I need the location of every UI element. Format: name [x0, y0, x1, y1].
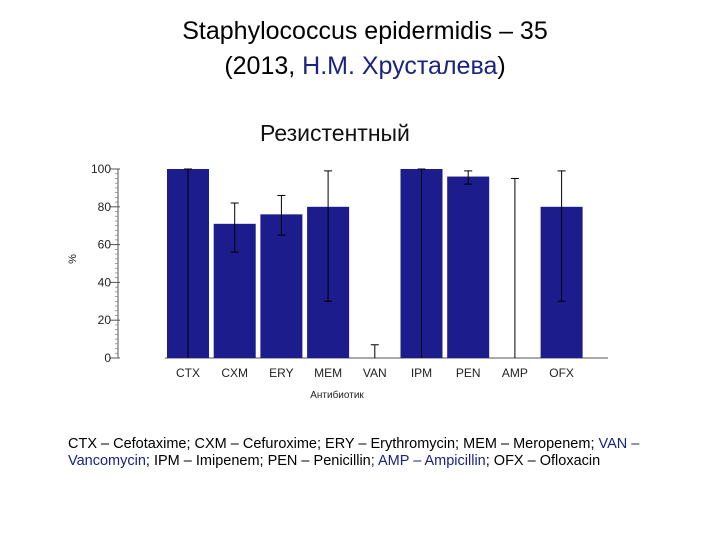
y-axis-label: %	[67, 254, 79, 264]
title-open: (2013,	[224, 52, 303, 80]
x-tick-label-mem: MEM	[314, 366, 342, 380]
title-author: Н.М. Хрусталева	[302, 52, 498, 80]
bar-pen	[447, 176, 490, 358]
slide-title: Staphylococcus epidermidis – 35 (2013, Н…	[0, 14, 720, 84]
chart-title: Резистентный	[260, 120, 410, 146]
x-tick-label-ctx: CTX	[176, 366, 200, 380]
legend-part-5: ; OFX –	[485, 453, 536, 469]
x-tick-label-ofx: OFX	[549, 366, 574, 380]
x-axis-label: Антибиотик	[310, 389, 364, 401]
x-tick-label-ipm: IPM	[411, 366, 432, 380]
y-tick-label: 60	[98, 238, 112, 252]
title-close: )	[497, 52, 506, 80]
bar-chart: 0 20 40 60 80 100% CTX CXM ERY MEM VAN IPM PEN AMP OFX…	[67, 162, 608, 401]
x-tick-label-amp: AMP	[502, 366, 528, 380]
legend-part-6: Ofloxacin	[539, 453, 601, 469]
y-tick-label: 0	[104, 351, 111, 365]
x-tick-label-van: VAN	[363, 366, 387, 380]
x-tick-label-cxm: CXM	[221, 366, 248, 380]
x-tick-label-ery: ERY	[269, 366, 293, 380]
legend-part-4: ; AMP – Ampicillin	[370, 453, 486, 469]
title-line-2: (2013, Н.М. Хрусталева)	[0, 49, 720, 84]
title-line-1: Staphylococcus epidermidis – 35	[182, 17, 548, 45]
legend-part-2: VAN – Vancomycin	[68, 436, 640, 469]
bar-ery	[260, 214, 303, 358]
legend-part-3: ; IPM – Imipenem; PEN – Penicillin	[145, 453, 371, 469]
y-tick-label: 20	[98, 313, 112, 327]
abbreviation-legend: CTX – Cefotaxime; CXM – Cefuroxime; ERY …	[68, 436, 668, 470]
x-tick-label-pen: PEN	[456, 366, 481, 380]
y-tick-label: 40	[98, 275, 112, 289]
legend-part-1: CTX – Cefotaxime; CXM – Cefuroxime; ERY …	[68, 436, 595, 452]
y-tick-label: 100	[91, 162, 111, 176]
y-tick-label: 80	[98, 200, 112, 214]
